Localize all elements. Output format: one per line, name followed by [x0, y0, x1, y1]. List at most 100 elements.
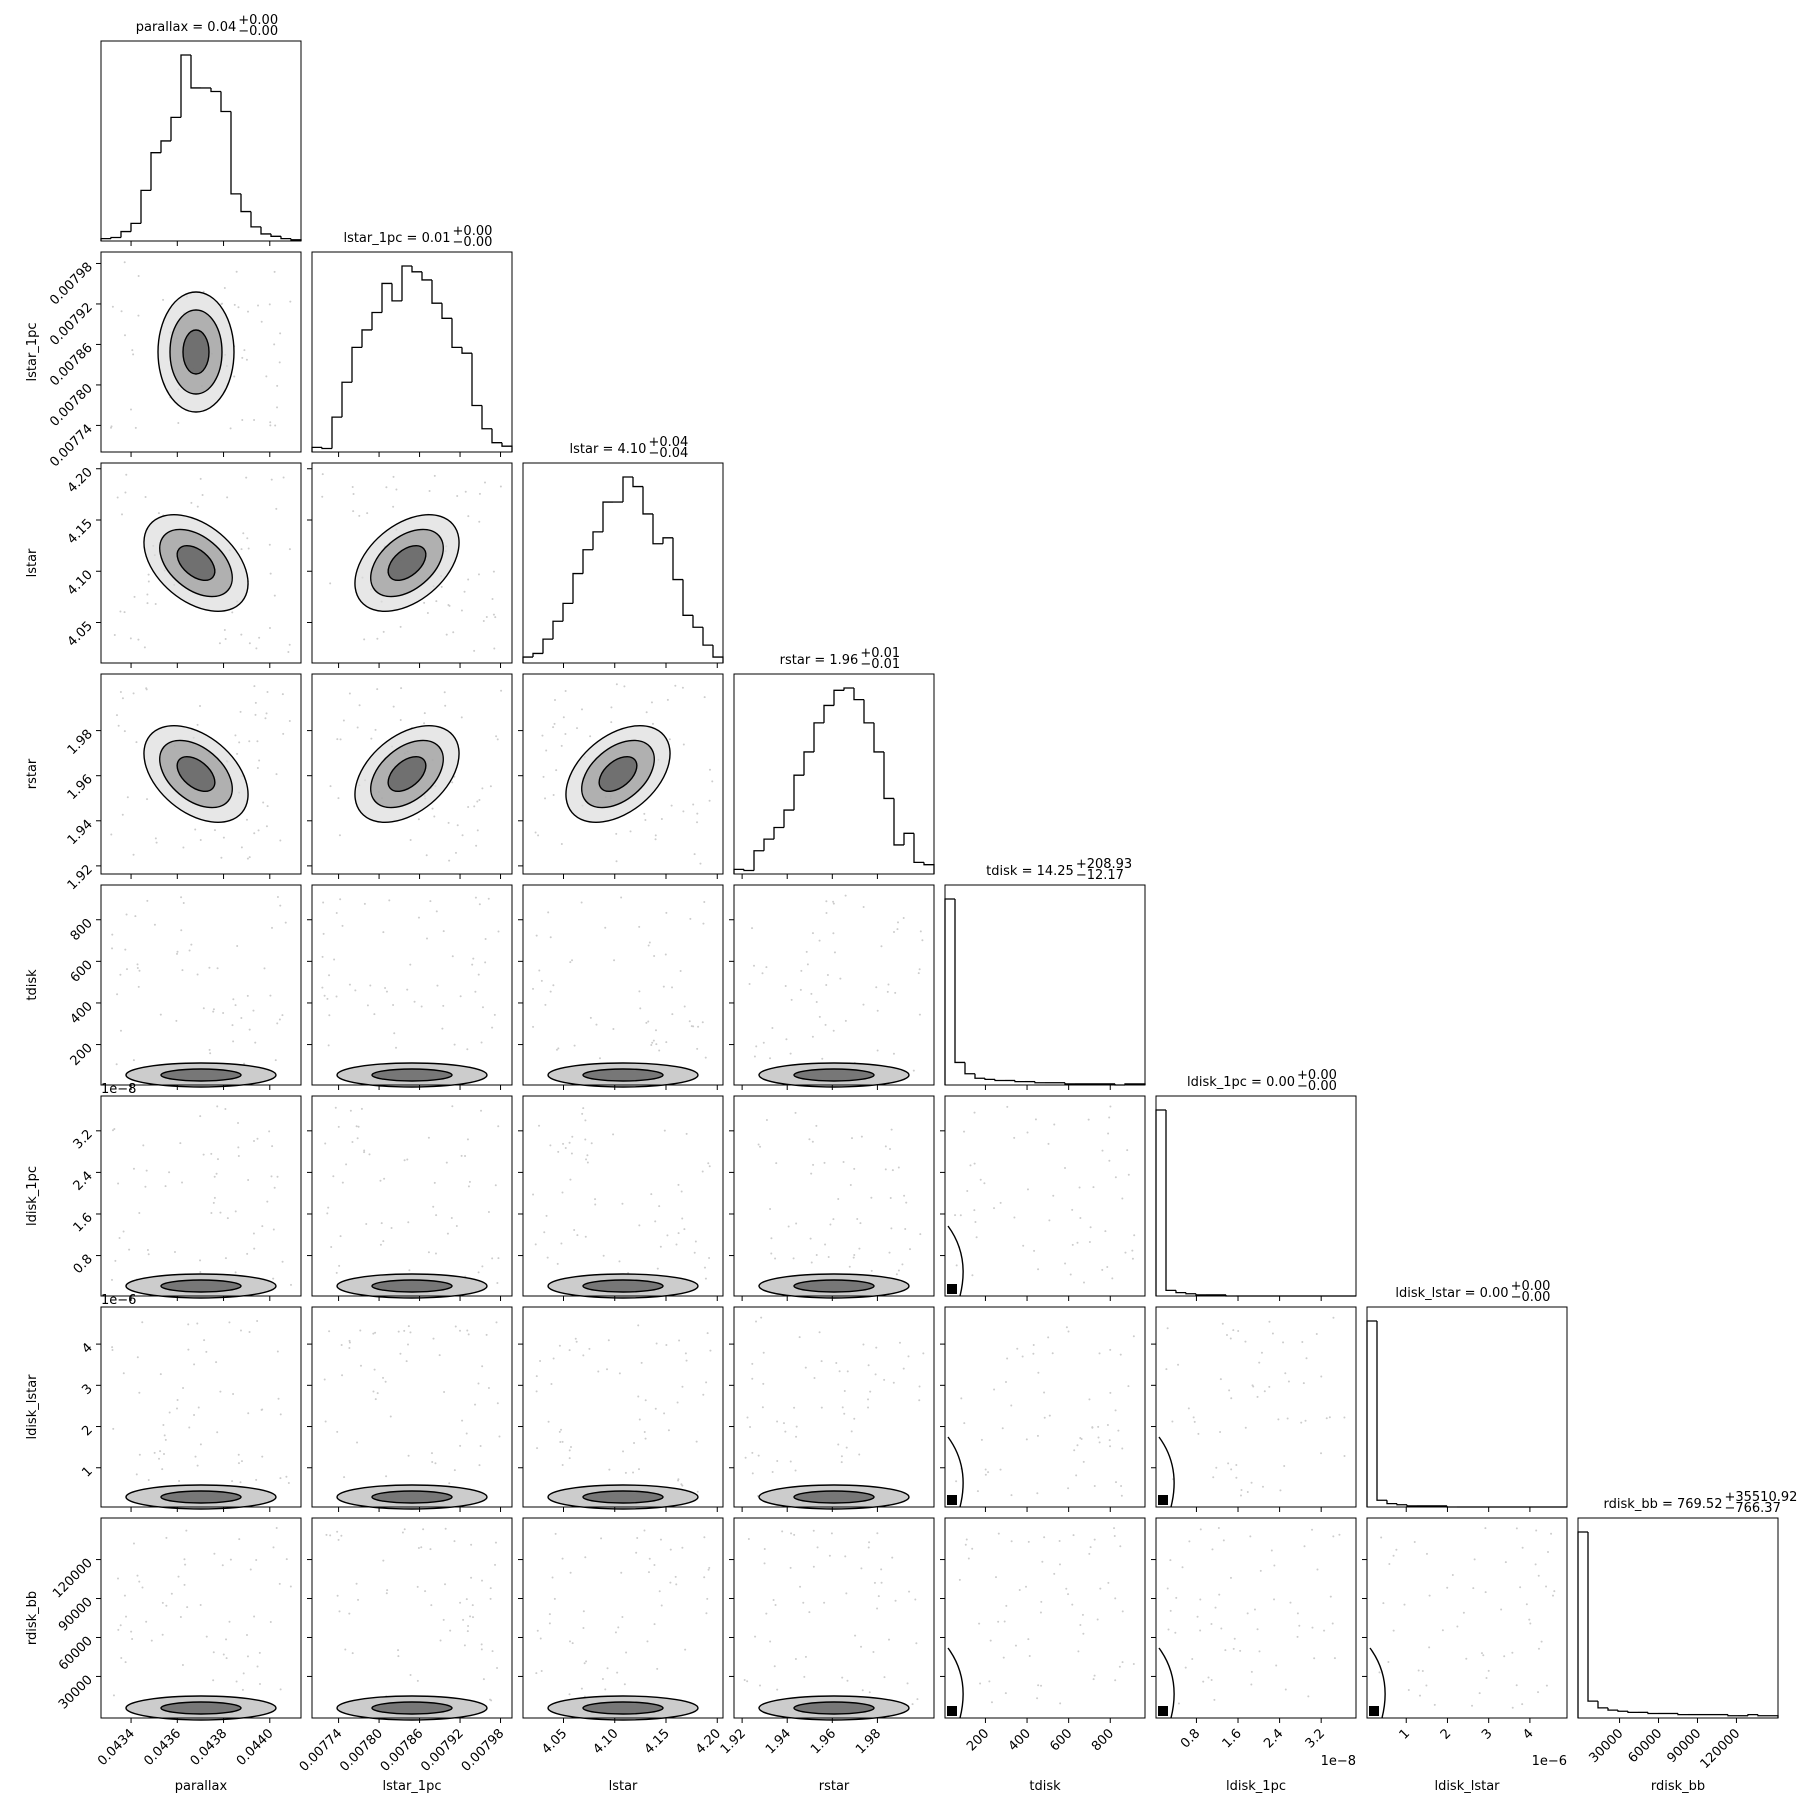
sample-dot	[454, 851, 457, 854]
sample-dot	[481, 1579, 484, 1582]
contour	[182, 329, 210, 375]
sample-dot	[685, 1359, 688, 1362]
sample-dot	[262, 801, 265, 804]
sample-dot	[268, 303, 271, 306]
sample-dot	[134, 915, 137, 918]
sample-dot	[1010, 1540, 1013, 1543]
sample-dot	[256, 767, 259, 770]
sample-dot	[397, 1649, 400, 1652]
title-lower: −0.00	[453, 235, 493, 250]
sample-dot	[237, 1146, 240, 1149]
sample-dot	[638, 1224, 641, 1227]
sample-dot	[999, 1201, 1002, 1204]
sample-dot	[676, 1401, 679, 1404]
x-tick-label: 0.00786	[378, 1726, 427, 1775]
sample-dot	[1418, 1694, 1421, 1697]
sample-dot	[773, 1665, 776, 1668]
sample-dot	[392, 1004, 395, 1007]
sample-dot	[1106, 1424, 1109, 1427]
sample-dot	[1534, 1563, 1537, 1566]
sample-dot	[891, 1556, 894, 1559]
sample-dot	[805, 950, 808, 953]
sample-dot	[1092, 1186, 1095, 1189]
sample-dot	[356, 1137, 359, 1140]
y-tick-label: 2.4	[71, 1169, 96, 1194]
sample-dot	[897, 1166, 900, 1169]
sample-dot	[1177, 1702, 1180, 1705]
y-tick-label: 0.00780	[47, 381, 96, 430]
sample-dot	[1048, 1219, 1051, 1222]
sample-dot	[385, 990, 388, 993]
sample-dot	[1167, 1628, 1170, 1631]
histogram-step	[321, 447, 332, 450]
sample-dot	[774, 1257, 777, 1260]
sample-dot	[183, 1558, 186, 1561]
sample-dot	[1219, 1430, 1222, 1433]
sample-dot	[1077, 1650, 1080, 1653]
panel-frame	[733, 673, 935, 875]
panel-frame	[1155, 1517, 1357, 1719]
sample-dot	[179, 1615, 182, 1618]
sample-dot	[451, 781, 454, 784]
sample-dot	[983, 1182, 986, 1185]
sample-dot	[621, 1615, 624, 1618]
sample-dot	[823, 1161, 826, 1164]
sample-dot	[401, 1531, 404, 1534]
sample-dot	[532, 1193, 535, 1196]
sample-dot	[132, 1059, 135, 1062]
sample-dot	[248, 1028, 251, 1031]
sample-dot	[542, 775, 545, 778]
sample-dot	[431, 807, 434, 810]
sample-dot	[901, 1263, 904, 1266]
y-tick-label: 200	[68, 1041, 96, 1069]
sample-dot	[1311, 1528, 1314, 1531]
sample-dot	[573, 1228, 576, 1231]
sample-dot	[1087, 1118, 1090, 1121]
sample-dot	[708, 1257, 711, 1260]
sample-dot	[1113, 1527, 1116, 1530]
sample-dot	[1315, 1333, 1318, 1336]
sample-dot	[589, 1016, 592, 1019]
sample-dot	[478, 520, 481, 523]
sample-dot	[876, 1049, 879, 1052]
histogram-step	[692, 615, 703, 628]
y-tick-label: 0.00798	[47, 260, 96, 309]
sample-dot	[636, 1536, 639, 1539]
sample-dot	[1174, 1631, 1177, 1634]
sample-dot	[832, 1218, 835, 1221]
sample-dot	[279, 1477, 282, 1480]
sample-dot	[793, 1406, 796, 1409]
sample-dot	[1098, 1441, 1101, 1444]
sample-dot	[448, 859, 451, 862]
sample-dot	[136, 966, 139, 969]
sample-dot	[894, 991, 897, 994]
sample-dot	[696, 1047, 699, 1050]
sample-dot	[246, 994, 249, 997]
sample-dot	[1114, 1679, 1117, 1682]
x-tick-label: 1.94	[763, 1726, 794, 1757]
x-tick-label: 0.00780	[337, 1726, 386, 1775]
sample-dot	[1005, 1604, 1008, 1607]
sample-dot	[373, 1013, 376, 1016]
histogram-step	[873, 722, 884, 753]
sample-dot	[1207, 1676, 1210, 1679]
sample-dot	[432, 1337, 435, 1340]
density	[325, 1527, 499, 1721]
sample-dot	[1528, 1618, 1531, 1621]
sample-dot	[181, 1664, 184, 1667]
sample-dot	[178, 1480, 181, 1483]
histogram-step	[1577, 1531, 1588, 1718]
contour	[176, 756, 216, 792]
sample-dot	[336, 1594, 339, 1597]
sample-dot	[770, 1252, 773, 1255]
sample-dot	[793, 1533, 796, 1536]
sample-dot	[117, 1628, 120, 1631]
sample-dot	[1202, 1680, 1205, 1683]
contour	[371, 1701, 453, 1715]
sample-dot	[1131, 1257, 1134, 1260]
sample-dot	[454, 1325, 457, 1328]
histogram-step	[1617, 1710, 1628, 1712]
sample-dot	[459, 995, 462, 998]
sample-dot	[536, 1447, 539, 1450]
offset-text: 1e−8	[101, 1082, 136, 1097]
